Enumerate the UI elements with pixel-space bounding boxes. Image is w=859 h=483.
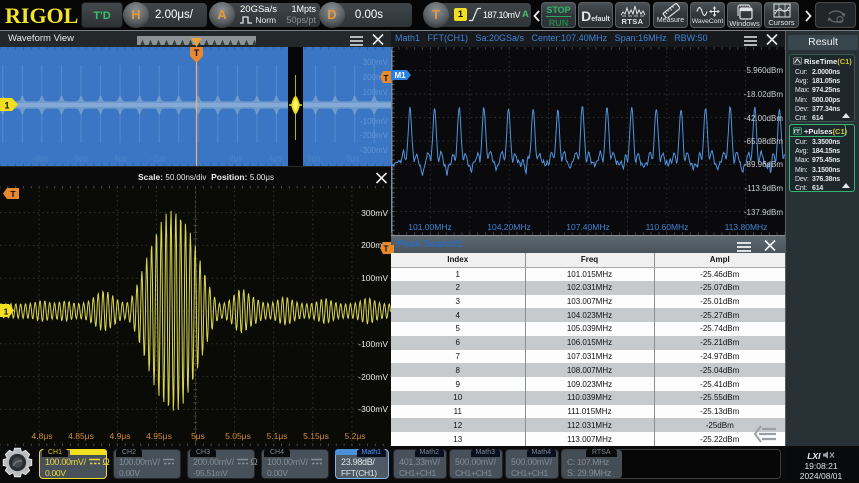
svg-text:5.2μs: 5.2μs [345,431,366,441]
svg-text:-65.98dBm: -65.98dBm [744,137,783,146]
svg-text:300mV: 300mV [363,58,389,67]
svg-text:T: T [384,74,389,83]
svg-text:5.1μs: 5.1μs [267,431,288,441]
svg-text:-100mV: -100mV [360,117,389,126]
svg-text:M1: M1 [394,71,406,80]
svg-text:1: 1 [4,307,9,317]
svg-text:-100mV: -100mV [358,339,388,349]
svg-text:-42.00dBm: -42.00dBm [744,114,783,123]
svg-text:107.40MHz: 107.40MHz [566,222,609,232]
svg-text:5.05μs: 5.05μs [225,431,251,441]
svg-text:-89.96dBm: -89.96dBm [744,160,783,169]
svg-text:104.20MHz: 104.20MHz [487,222,530,232]
svg-text:-18.02dBm: -18.02dBm [744,90,783,99]
svg-text:101.00MHz: 101.00MHz [408,222,451,232]
svg-text:300mV: 300mV [361,208,388,218]
svg-text:100mV: 100mV [363,88,389,97]
svg-text:-6μs: -6μs [72,154,88,163]
svg-text:110.60MHz: 110.60MHz [646,222,689,232]
svg-text:-300mV: -300mV [358,404,388,414]
svg-text:-113.9dBm: -113.9dBm [744,184,783,193]
svg-text:6μs: 6μs [307,154,320,163]
svg-text:-4μs: -4μs [111,154,127,163]
svg-text:113.80MHz: 113.80MHz [725,222,768,232]
svg-text:-2μs: -2μs [150,154,166,163]
svg-text:T: T [384,245,389,254]
svg-text:5.960dBm: 5.960dBm [747,66,784,75]
svg-text:-200mV: -200mV [358,372,388,382]
svg-text:T: T [194,48,200,58]
svg-text:T: T [10,189,16,199]
svg-text:-8μs: -8μs [33,154,49,163]
svg-text:5μs: 5μs [191,431,205,441]
svg-text:4.95μs: 4.95μs [146,431,172,441]
svg-text:100mV: 100mV [361,273,388,283]
svg-text:5.15μs: 5.15μs [303,431,329,441]
svg-text:4.85μs: 4.85μs [68,431,94,441]
svg-text:4μs: 4μs [268,154,281,163]
svg-text:-200mV: -200mV [360,131,389,140]
svg-text:4.9μs: 4.9μs [110,431,131,441]
svg-text:-137.9dBm: -137.9dBm [744,208,783,217]
svg-text:8μs: 8μs [346,154,359,163]
svg-text:1: 1 [4,101,9,111]
svg-text:2μs: 2μs [229,154,242,163]
svg-text:4.8μs: 4.8μs [32,431,53,441]
svg-text:200mV: 200mV [363,73,389,82]
svg-text:200mV: 200mV [361,240,388,250]
svg-text:-300mV: -300mV [360,146,389,155]
